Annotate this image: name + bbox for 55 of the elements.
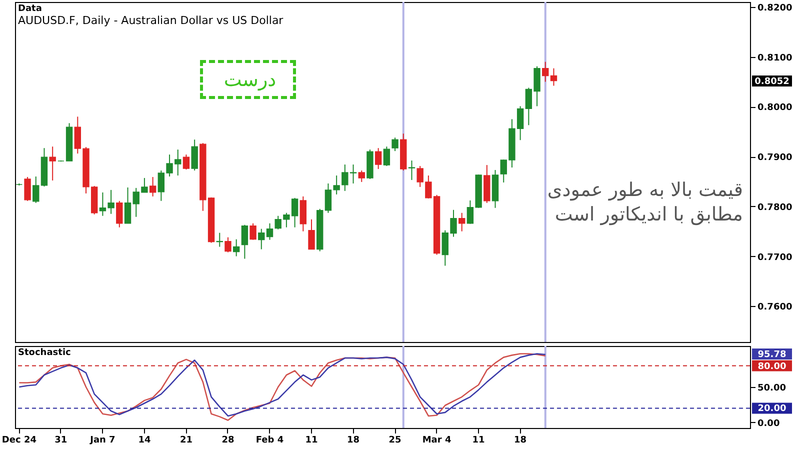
x-tick-label: Jan 7 <box>89 436 116 446</box>
candlestick <box>149 176 156 197</box>
x-tick-label: 18 <box>347 436 360 446</box>
x-tick-label: 28 <box>222 436 234 446</box>
candlestick <box>458 212 466 232</box>
x-tick-label: Dec 24 <box>2 436 36 446</box>
annotation: Data <box>18 4 42 14</box>
candlestick <box>32 176 40 204</box>
x-tick-label: Feb 4 <box>256 436 284 446</box>
text: 0.8052 <box>754 77 790 87</box>
x-tick-label: 21 <box>180 436 192 446</box>
candlestick <box>24 176 31 202</box>
candlestick <box>300 196 307 232</box>
candlestick <box>241 224 248 260</box>
text: AUDUSD.F, Daily - Australian Dollar vs US Dollar <box>18 14 284 27</box>
candlestick <box>392 137 398 152</box>
candlestick <box>250 222 256 240</box>
candlestick <box>266 222 274 240</box>
y-tick-label: 0.7600 <box>758 302 792 313</box>
x-tick-label: 14 <box>138 436 151 446</box>
candlestick <box>374 148 382 170</box>
y-tick-label: 0.7800 <box>758 202 792 213</box>
candlestick <box>542 61 549 82</box>
annotation: قیمت بالا به طور عمودی مطابق با اندیکاتور است <box>547 179 743 226</box>
candlestick <box>124 186 132 224</box>
annotation: درست <box>224 69 276 91</box>
y-tick-label: 0.8200 <box>758 3 792 14</box>
candlestick <box>408 160 416 180</box>
candlestick <box>308 218 315 250</box>
candlestick <box>358 170 365 182</box>
y-tick-label: 0.7700 <box>758 252 792 263</box>
candlestick <box>116 200 123 228</box>
candlestick <box>182 154 190 170</box>
y-tick-label: 0.8100 <box>758 53 792 64</box>
candlestick <box>383 146 390 167</box>
ref-line-label: 20.00 <box>758 404 786 414</box>
y-tick-label: 0.00 <box>758 418 780 429</box>
chart-title: Stochastic <box>18 348 71 358</box>
y-tick-label: 0.7900 <box>758 153 792 164</box>
x-tick-label: 11 <box>305 436 318 446</box>
candlestick <box>224 236 232 253</box>
candlestick <box>49 146 56 181</box>
x-tick-label: 25 <box>388 436 402 446</box>
x-tick-label: 18 <box>514 436 527 446</box>
x-tick-label: 31 <box>54 436 68 446</box>
candlestick <box>258 228 265 250</box>
y-tick-label: 50.00 <box>758 384 786 394</box>
candlestick <box>550 68 558 86</box>
y-tick-label: 0.8000 <box>758 103 792 114</box>
x-tick-label: Mar 4 <box>422 436 452 446</box>
x-tick-label: 11 <box>472 436 485 446</box>
candlestick <box>191 139 198 172</box>
candlestick <box>232 238 240 257</box>
text: 95.78 <box>758 350 786 360</box>
ref-line-label: 80.00 <box>758 362 786 372</box>
